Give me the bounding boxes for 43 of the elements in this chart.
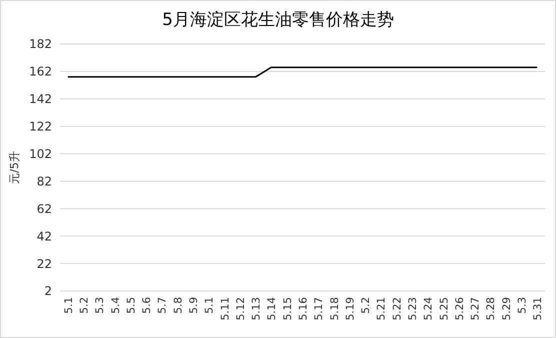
x-tick-label: 5.6 — [141, 296, 154, 314]
x-tick-label: 5.5 — [125, 297, 138, 314]
x-tick-label: 5.27 — [470, 297, 482, 320]
x-tick-label: 5.31 — [532, 297, 544, 320]
y-tick-label: 62 — [36, 202, 52, 216]
x-tick-label: 5.16 — [298, 296, 310, 320]
x-tick-label: 5.25 — [438, 297, 450, 320]
x-tick-label: 5.19 — [344, 297, 356, 320]
x-tick-label: 5.3 — [516, 297, 529, 314]
x-tick-label: 5.2 — [78, 297, 90, 314]
x-tick-label: 5.3 — [94, 297, 106, 314]
y-axis-title: 元/5升 — [8, 151, 21, 184]
x-tick-label: 5.1 — [62, 297, 75, 314]
x-tick-label: 5.24 — [422, 296, 435, 320]
x-tick-label: 5.22 — [391, 297, 404, 320]
x-tick-label: 5.8 — [172, 297, 184, 314]
x-tick-label: 5.14 — [266, 296, 278, 320]
x-tick-label: 5.11 — [219, 297, 232, 320]
x-tick-label: 5.29 — [500, 297, 513, 320]
y-tick-label: 102 — [29, 146, 52, 161]
y-tick-label: 142 — [29, 92, 52, 106]
x-tick-label: 5.26 — [454, 296, 466, 320]
x-tick-label: 5.21 — [376, 297, 388, 320]
chart-title: 5月海淀区花生油零售价格走势 — [162, 10, 394, 30]
x-tick-label: 5.13 — [250, 297, 263, 320]
x-tick-label: 5.7 — [156, 297, 169, 314]
y-tick-label: 122 — [29, 120, 52, 134]
y-tick-label: 162 — [29, 64, 52, 79]
x-tick-label: 5.17 — [313, 297, 326, 320]
x-tick-label: 5.23 — [407, 297, 420, 320]
x-tick-label: 5.28 — [485, 297, 498, 320]
x-tick-label: 5.9 — [188, 297, 200, 314]
y-tick-label: 2 — [44, 284, 52, 298]
x-tick-label: 5.1 — [204, 297, 216, 314]
x-tick-label: 5.12 — [234, 297, 247, 320]
y-tick-label: 22 — [36, 256, 52, 271]
x-tick-label: 5.2 — [360, 297, 372, 314]
x-tick-label: 5.4 — [110, 296, 122, 314]
x-tick-label: 5.18 — [328, 297, 341, 320]
y-tick-label: 42 — [36, 229, 52, 244]
y-tick-label: 82 — [36, 174, 52, 188]
y-tick-label: 182 — [29, 37, 52, 52]
x-tick-label: 5.15 — [282, 297, 294, 320]
